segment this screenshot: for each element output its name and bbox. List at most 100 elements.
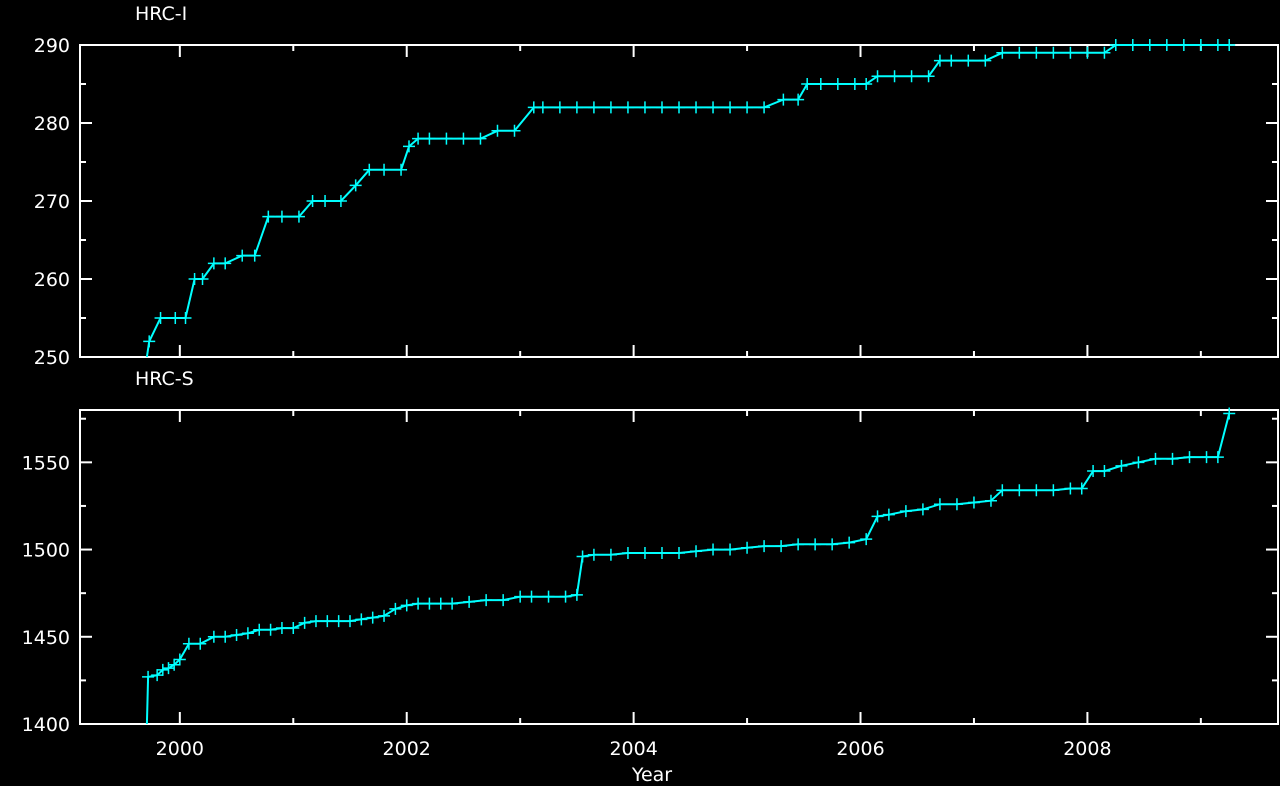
data-point-marker: [831, 78, 844, 90]
data-point-marker: [673, 547, 685, 560]
data-point-marker: [1081, 46, 1094, 59]
data-point-marker: [843, 536, 856, 549]
data-point-marker: [236, 249, 249, 262]
data-point-marker: [207, 630, 220, 643]
data-point-marker: [332, 615, 345, 628]
x-tick-labels: 2000 2002 2004 2006 2008: [156, 738, 1112, 760]
data-point-marker: [758, 101, 771, 114]
x-tick-label: 2008: [1063, 738, 1111, 760]
data-point-marker: [491, 124, 504, 137]
data-point-marker: [463, 595, 476, 608]
data-point-marker: [402, 140, 415, 153]
data-point-marker: [321, 615, 334, 628]
data-point-marker: [1149, 452, 1162, 465]
data-point-marker: [423, 132, 436, 145]
data-point-marker: [979, 54, 992, 67]
y-tick-label: 1500: [22, 540, 70, 562]
data-point-marker: [514, 590, 527, 603]
data-point-marker: [151, 669, 164, 682]
data-point-marker: [967, 496, 980, 509]
data-point-marker: [871, 510, 884, 523]
data-point-marker: [440, 132, 453, 145]
data-point-marker: [1030, 46, 1043, 59]
data-point-marker: [950, 498, 963, 511]
data-point-marker: [355, 613, 368, 626]
data-point-marker: [207, 257, 220, 270]
data-point-marker: [882, 508, 895, 521]
data-point-marker: [306, 195, 319, 207]
data-point-marker: [1030, 484, 1043, 497]
data-point-marker: [378, 163, 391, 176]
data-point-marker: [194, 637, 207, 650]
data-point-marker: [1211, 39, 1224, 51]
data-point-marker: [497, 594, 510, 607]
data-point-marker: [848, 78, 861, 90]
y-tick-label: 260: [34, 269, 70, 291]
data-point-marker: [457, 132, 470, 145]
data-point-marker: [1013, 46, 1026, 59]
data-point-marker: [253, 623, 266, 636]
data-point-marker: [933, 54, 946, 67]
data-point-marker: [1047, 484, 1060, 497]
data-point-marker: [1160, 39, 1173, 51]
data-point-marker: [275, 622, 288, 635]
data-point-marker: [1223, 407, 1236, 420]
data-point-marker: [758, 540, 771, 553]
x-axis-label: Year: [631, 764, 672, 786]
data-point-marker: [587, 548, 600, 561]
data-point-marker: [724, 543, 737, 556]
data-point-marker: [899, 505, 912, 518]
data-point-marker: [888, 70, 901, 83]
y-tick-labels-hrc-i: 250 260 270 280 290: [34, 35, 70, 369]
plot-frame-hrc-s: [79, 409, 1279, 725]
data-point-marker: [169, 312, 182, 324]
data-point-marker: [378, 609, 391, 622]
data-point-marker: [1143, 39, 1156, 51]
data-point-marker: [1223, 39, 1236, 51]
data-point-marker: [604, 548, 617, 561]
data-point-marker: [319, 195, 332, 207]
panel-title-hrc-i: HRC-I: [135, 3, 187, 25]
data-point-marker: [707, 101, 720, 114]
data-point-marker: [1098, 465, 1111, 478]
data-point-marker: [570, 588, 583, 601]
data-point-marker: [604, 101, 617, 114]
data-point-marker: [922, 70, 935, 83]
data-point-marker: [775, 540, 788, 553]
data-point-marker: [1047, 46, 1060, 59]
data-point-marker: [559, 590, 572, 603]
y-tick-label: 270: [34, 191, 70, 213]
data-point-marker: [309, 615, 322, 628]
x-tick-label: 2004: [609, 738, 657, 760]
data-point-marker: [1109, 39, 1122, 51]
panel-title-hrc-s: HRC-S: [135, 368, 194, 390]
data-point-marker: [1075, 482, 1088, 495]
data-point-marker: [173, 653, 186, 666]
data-point-marker: [1166, 452, 1179, 465]
data-point-marker: [275, 210, 288, 223]
data-point-marker: [156, 663, 169, 676]
data-point-marker: [826, 538, 839, 551]
data-point-marker: [996, 484, 1009, 497]
data-point-marker: [587, 101, 600, 114]
data-point-marker: [264, 623, 277, 636]
data-point-marker: [248, 249, 261, 262]
data-point-marker: [945, 54, 958, 67]
data-point-marker: [143, 335, 156, 348]
data-point-marker: [219, 630, 232, 643]
data-point-marker: [792, 538, 805, 551]
data-point-marker: [860, 533, 873, 546]
x-tick-label: 2000: [156, 738, 204, 760]
y-tick-label: 250: [34, 347, 70, 369]
data-point-marker: [690, 545, 703, 558]
data-point-marker: [1211, 451, 1224, 464]
data-point-marker: [933, 498, 946, 511]
data-point-marker: [1098, 46, 1111, 59]
y-tick-label: 1550: [22, 452, 70, 474]
data-point-marker: [1064, 46, 1077, 59]
data-point-marker: [809, 538, 822, 551]
y-tick-label: 290: [34, 35, 70, 57]
data-point-marker: [690, 101, 703, 114]
data-point-marker: [576, 550, 589, 563]
data-point-marker: [741, 541, 754, 554]
